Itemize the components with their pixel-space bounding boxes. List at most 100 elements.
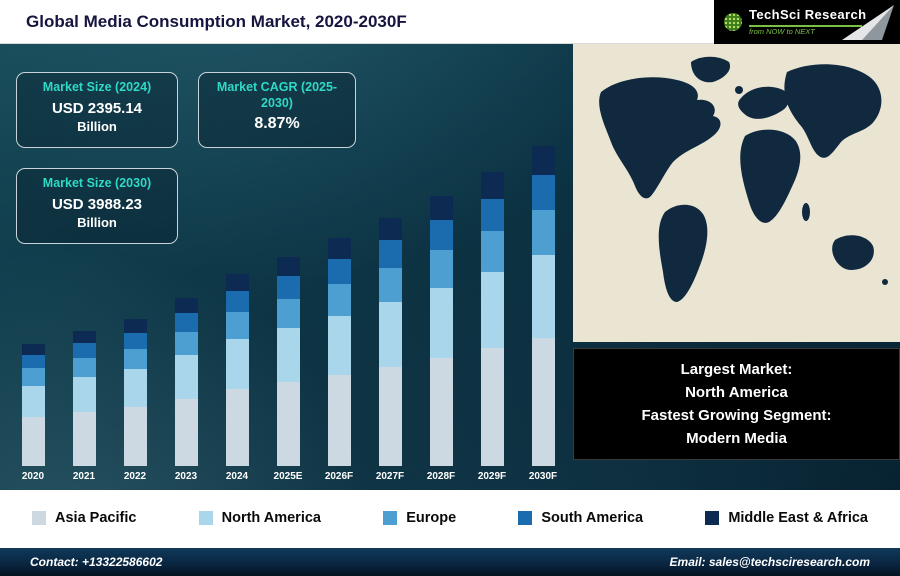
- bar-segment: [531, 254, 555, 338]
- x-axis-label: 2029F: [477, 471, 507, 482]
- footer-email: Email: sales@techsciresearch.com: [669, 555, 870, 569]
- fastest-segment-value: Modern Media: [686, 430, 787, 447]
- legend-item-south-america: South America: [518, 510, 643, 526]
- legend-swatch: [383, 511, 398, 525]
- bar-2020: 2020: [12, 344, 54, 482]
- stacked-bar: [123, 319, 147, 466]
- legend-label: Europe: [406, 510, 457, 526]
- stacked-bar: [174, 298, 198, 466]
- bar-segment: [276, 382, 300, 466]
- bar-segment: [429, 220, 453, 251]
- footer-contact: Contact: +13322586602: [30, 555, 163, 569]
- legend-label: South America: [541, 510, 644, 526]
- bar-segment: [378, 218, 402, 241]
- x-axis-label: 2023: [174, 471, 198, 482]
- logo-tagline: from NOW to NEXT: [749, 26, 815, 36]
- bar-segment: [72, 412, 96, 466]
- bar-segment: [531, 146, 555, 175]
- bar-2029F: 2029F: [471, 172, 513, 482]
- x-axis-label: 2022: [123, 471, 147, 482]
- stacked-bar: [480, 172, 504, 466]
- bar-2027F: 2027F: [369, 218, 411, 482]
- market-size-2030-value: USD 3988.23: [51, 195, 143, 213]
- market-size-2024-unit: Billion: [77, 118, 117, 134]
- stacked-bar: [72, 331, 96, 466]
- largest-market-value: North America: [685, 384, 788, 401]
- bar-segment: [174, 313, 198, 332]
- bar-2024: 2024: [216, 273, 258, 482]
- bar-segment: [174, 331, 198, 356]
- bar-segment: [225, 312, 249, 340]
- bar-segment: [72, 377, 96, 413]
- bar-segment: [21, 355, 45, 369]
- bar-2026F: 2026F: [318, 238, 360, 482]
- bar-segment: [276, 327, 300, 383]
- market-cagr-box: Market CAGR (2025-2030) 8.87%: [198, 72, 356, 148]
- bar-segment: [21, 368, 45, 386]
- x-axis-label: 2024: [225, 471, 249, 482]
- bar-segment: [378, 267, 402, 303]
- bar-segment: [225, 273, 249, 292]
- bar-segment: [531, 210, 555, 255]
- page-title: Global Media Consumption Market, 2020-20…: [26, 11, 407, 31]
- bar-segment: [21, 385, 45, 418]
- bar-segment: [480, 230, 504, 273]
- market-size-2024-box: Market Size (2024) USD 2395.14 Billion: [16, 72, 178, 148]
- bar-segment: [276, 298, 300, 328]
- market-size-2030-box: Market Size (2030) USD 3988.23 Billion: [16, 168, 178, 244]
- bar-segment: [174, 355, 198, 399]
- bar-segment: [123, 407, 147, 466]
- bar-segment: [429, 250, 453, 288]
- bar-segment: [327, 258, 351, 284]
- stacked-bar: [378, 218, 402, 466]
- bar-segment: [429, 287, 453, 358]
- market-size-2030-label: Market Size (2030): [42, 176, 152, 190]
- bar-segment: [480, 272, 504, 349]
- x-axis-label: 2027F: [375, 471, 405, 482]
- bar-segment: [225, 339, 249, 390]
- footer: Contact: +13322586602 Email: sales@techs…: [0, 546, 900, 576]
- bar-segment: [429, 358, 453, 466]
- bar-segment: [531, 174, 555, 211]
- bar-segment: [327, 238, 351, 259]
- legend-label: Middle East & Africa: [728, 510, 868, 526]
- bar-segment: [276, 256, 300, 276]
- stacked-bar-chart: 2020 2021 2022 2023 2024 2025E 2026F 2027F 2028F…: [12, 44, 564, 490]
- x-axis-label: 2025E: [273, 471, 303, 482]
- bars: 2020 2021 2022 2023 2024 2025E 2026F 2027F 2028F…: [12, 146, 564, 482]
- bar-2025E: 2025E: [267, 256, 309, 482]
- stacked-bar: [276, 256, 300, 466]
- bar-segment: [429, 196, 453, 221]
- x-axis-label: 2030F: [528, 471, 558, 482]
- bar-segment: [225, 389, 249, 466]
- legend-swatch: [32, 511, 46, 525]
- logo-divider: [749, 24, 862, 27]
- bar-segment: [327, 283, 351, 316]
- stacked-bar: [327, 238, 351, 466]
- x-axis-label: 2021: [72, 471, 96, 482]
- market-size-2024-label: Market Size (2024): [42, 80, 152, 94]
- legend-item-europe: Europe: [383, 510, 456, 526]
- fastest-segment-label: Fastest Growing Segment:: [641, 407, 832, 424]
- world-map-svg: [573, 44, 900, 342]
- bar-segment: [480, 172, 504, 199]
- bar-segment: [225, 291, 249, 313]
- techsci-logo: TechSci Research from NOW to NEXT: [714, 0, 900, 44]
- bar-segment: [276, 275, 300, 299]
- x-axis-label: 2020: [21, 471, 45, 482]
- bar-2023: 2023: [165, 298, 207, 482]
- bar-2030F: 2030F: [522, 146, 564, 482]
- legend-label: North America: [221, 510, 321, 526]
- legend-swatch: [518, 511, 533, 525]
- bar-segment: [480, 198, 504, 231]
- bar-segment: [72, 343, 96, 359]
- bar-segment: [378, 366, 402, 466]
- bar-2021: 2021: [63, 331, 105, 482]
- bar-segment: [21, 417, 45, 466]
- logo-text: TechSci Research from NOW to NEXT: [749, 7, 866, 36]
- market-highlights-box: Largest Market: North America Fastest Gr…: [573, 348, 900, 460]
- x-axis-label: 2028F: [426, 471, 456, 482]
- legend-swatch: [198, 511, 213, 525]
- market-size-2024-value: USD 2395.14: [51, 99, 143, 117]
- world-map: [573, 44, 900, 342]
